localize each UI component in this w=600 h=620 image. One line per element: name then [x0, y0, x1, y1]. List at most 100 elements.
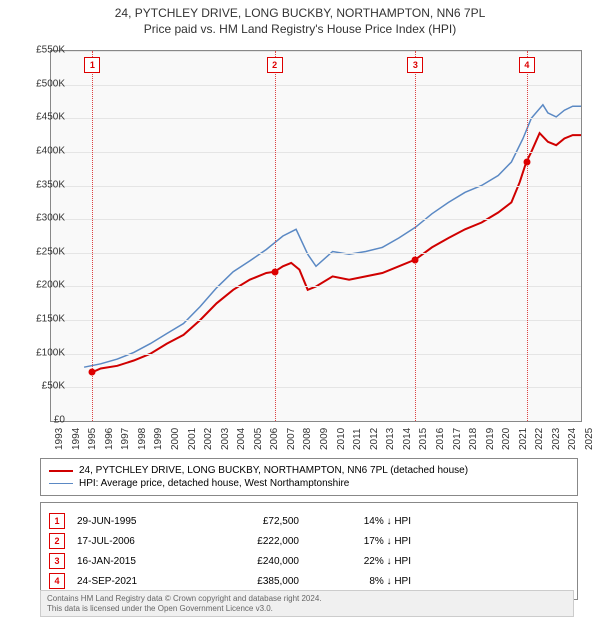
sale-marker-box: 1 — [84, 57, 100, 73]
y-tick-label: £300K — [36, 213, 65, 224]
y-tick-label: £100K — [36, 347, 65, 358]
sale-marker-box: 4 — [519, 57, 535, 73]
legend-row: 24, PYTCHLEY DRIVE, LONG BUCKBY, NORTHAM… — [49, 465, 569, 476]
footer-line1: Contains HM Land Registry data © Crown c… — [47, 594, 567, 604]
table-hpi-delta: 22% ↓ HPI — [311, 556, 411, 567]
x-tick-label: 1997 — [120, 428, 131, 450]
legend-label: 24, PYTCHLEY DRIVE, LONG BUCKBY, NORTHAM… — [79, 465, 468, 476]
footer-line2: This data is licensed under the Open Gov… — [47, 604, 567, 614]
title-block: 24, PYTCHLEY DRIVE, LONG BUCKBY, NORTHAM… — [0, 0, 600, 36]
x-tick-label: 2001 — [187, 428, 198, 450]
sale-marker-box: 3 — [407, 57, 423, 73]
gridline — [51, 387, 581, 388]
gridline — [51, 118, 581, 119]
table-row: 2 17-JUL-2006 £222,000 17% ↓ HPI — [49, 533, 569, 549]
sale-marker-box: 2 — [267, 57, 283, 73]
x-tick-label: 2007 — [286, 428, 297, 450]
gridline — [51, 85, 581, 86]
x-tick-label: 1993 — [54, 428, 65, 450]
title-address: 24, PYTCHLEY DRIVE, LONG BUCKBY, NORTHAM… — [0, 6, 600, 20]
y-tick-label: £450K — [36, 112, 65, 123]
gridline — [51, 152, 581, 153]
x-tick-label: 2005 — [253, 428, 264, 450]
chart-container: 24, PYTCHLEY DRIVE, LONG BUCKBY, NORTHAM… — [0, 0, 600, 620]
table-marker: 4 — [49, 573, 65, 589]
table-marker: 1 — [49, 513, 65, 529]
gridline — [51, 320, 581, 321]
attribution-footer: Contains HM Land Registry data © Crown c… — [40, 590, 574, 617]
table-date: 24-SEP-2021 — [77, 576, 187, 587]
sales-table: 1 29-JUN-1995 £72,500 14% ↓ HPI 2 17-JUL-2006… — [40, 502, 578, 600]
x-tick-label: 2013 — [385, 428, 396, 450]
table-price: £72,500 — [199, 516, 299, 527]
y-tick-label: £50K — [42, 381, 65, 392]
x-tick-label: 1996 — [104, 428, 115, 450]
table-price: £240,000 — [199, 556, 299, 567]
x-tick-label: 2015 — [418, 428, 429, 450]
sale-vline — [92, 51, 93, 421]
x-tick-label: 2006 — [269, 428, 280, 450]
sale-point-dot — [89, 369, 96, 376]
chart-svg — [51, 51, 581, 421]
title-subtitle: Price paid vs. HM Land Registry's House … — [0, 22, 600, 36]
y-tick-label: £550K — [36, 45, 65, 56]
y-tick-label: £250K — [36, 246, 65, 257]
legend-label: HPI: Average price, detached house, West… — [79, 478, 349, 489]
x-tick-label: 2004 — [236, 428, 247, 450]
legend-swatch — [49, 483, 73, 484]
y-tick-label: £150K — [36, 314, 65, 325]
gridline — [51, 354, 581, 355]
x-tick-label: 2018 — [468, 428, 479, 450]
x-tick-label: 2010 — [336, 428, 347, 450]
x-tick-label: 2022 — [534, 428, 545, 450]
gridline — [51, 186, 581, 187]
series-line — [84, 105, 581, 367]
table-price: £385,000 — [199, 576, 299, 587]
sale-point-dot — [271, 268, 278, 275]
gridline — [51, 253, 581, 254]
legend: 24, PYTCHLEY DRIVE, LONG BUCKBY, NORTHAM… — [40, 458, 578, 496]
legend-row: HPI: Average price, detached house, West… — [49, 478, 569, 489]
x-tick-label: 2003 — [220, 428, 231, 450]
x-tick-label: 2025 — [584, 428, 595, 450]
table-row: 1 29-JUN-1995 £72,500 14% ↓ HPI — [49, 513, 569, 529]
plot-area: 1 2 3 4 — [50, 50, 582, 422]
x-tick-label: 2014 — [402, 428, 413, 450]
table-row: 424-SEP-2021£385,0008% ↓ HPI — [49, 573, 569, 589]
gridline — [51, 219, 581, 220]
table-date: 17-JUL-2006 — [77, 536, 187, 547]
table-hpi-delta: 14% ↓ HPI — [311, 516, 411, 527]
table-price: £222,000 — [199, 536, 299, 547]
sale-vline — [275, 51, 276, 421]
x-tick-label: 2017 — [452, 428, 463, 450]
x-tick-label: 1995 — [87, 428, 98, 450]
sale-point-dot — [412, 256, 419, 263]
sale-point-dot — [523, 159, 530, 166]
table-date: 29-JUN-1995 — [77, 516, 187, 527]
sale-vline — [415, 51, 416, 421]
x-tick-label: 2009 — [319, 428, 330, 450]
x-tick-label: 1999 — [153, 428, 164, 450]
table-date: 16-JAN-2015 — [77, 556, 187, 567]
x-tick-label: 2019 — [485, 428, 496, 450]
table-row: 3 16-JAN-2015 £240,000 22% ↓ HPI — [49, 553, 569, 569]
x-tick-label: 2008 — [302, 428, 313, 450]
y-tick-label: £200K — [36, 280, 65, 291]
x-tick-label: 2023 — [551, 428, 562, 450]
x-tick-label: 2011 — [352, 428, 363, 450]
legend-swatch — [49, 470, 73, 472]
x-tick-label: 2012 — [369, 428, 380, 450]
table-hpi-delta: 17% ↓ HPI — [311, 536, 411, 547]
table-marker: 3 — [49, 553, 65, 569]
x-tick-label: 2016 — [435, 428, 446, 450]
x-tick-label: 2000 — [170, 428, 181, 450]
y-tick-label: £500K — [36, 78, 65, 89]
gridline — [51, 51, 581, 52]
x-tick-label: 1998 — [137, 428, 148, 450]
table-marker: 2 — [49, 533, 65, 549]
gridline — [51, 286, 581, 287]
x-tick-label: 1994 — [71, 428, 82, 450]
sale-vline — [527, 51, 528, 421]
x-tick-label: 2021 — [518, 428, 529, 450]
y-tick-label: £350K — [36, 179, 65, 190]
